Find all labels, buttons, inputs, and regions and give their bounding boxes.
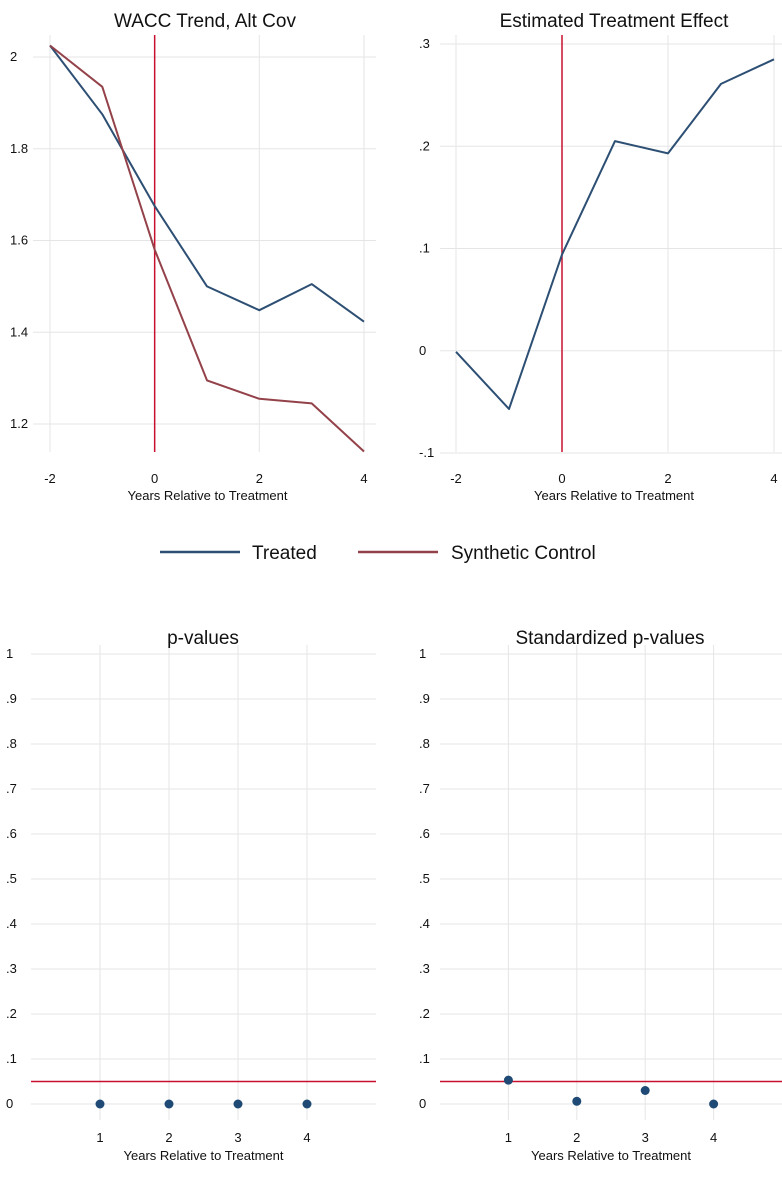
x-tick-label: 1 [505, 1130, 512, 1145]
x-axis-label: Years Relative to Treatment [534, 488, 694, 503]
x-tick-label: 2 [256, 471, 263, 486]
panel-wacc-trend: 1.2 1.4 1.6 1.8 2 -2 0 2 4 WACC Trend, Alt Cov Yea… [10, 11, 376, 503]
x-axis-label: Years Relative to Treatment [128, 488, 288, 503]
y-tick-label: .7 [419, 781, 430, 796]
legend-label-synthetic-control: Synthetic Control [451, 543, 596, 564]
y-tick-label: .2 [419, 138, 430, 153]
y-tick-label: .8 [6, 736, 17, 751]
panel-treatment-effect: -.1 0 .1 .2 .3 -2 0 2 4 Estimated Treatment Effec… [419, 11, 782, 503]
y-tick-label: .1 [419, 241, 430, 256]
data-point [503, 1075, 513, 1085]
y-tick-label: 1 [419, 646, 426, 661]
y-tick-label: .3 [419, 36, 430, 51]
x-tick-label: 2 [573, 1130, 580, 1145]
panel-p-values: 0 .1 .2 .3 .4 .5 .6 .7 .8 .9 1 1 2 3 4 p-values Years Re… [6, 628, 376, 1163]
y-tick-label: -.1 [419, 445, 434, 460]
y-tick-label: 1 [6, 646, 13, 661]
y-tick-label: .2 [419, 1006, 430, 1021]
series-line-synthetic-control [49, 44, 365, 453]
y-tick-label: .9 [419, 691, 430, 706]
y-tick-label: .9 [6, 691, 17, 706]
chart-title: Standardized p-values [515, 628, 704, 649]
x-tick-label: 4 [710, 1130, 717, 1145]
x-tick-label: 2 [664, 471, 671, 486]
x-tick-label: 4 [303, 1130, 310, 1145]
data-point [572, 1096, 582, 1106]
x-tick-label: 3 [642, 1130, 649, 1145]
y-tick-label: .6 [419, 826, 430, 841]
y-tick-label: 0 [419, 343, 426, 358]
legend: Treated Synthetic Control [160, 543, 596, 564]
y-tick-label: .7 [6, 781, 17, 796]
y-tick-label: .5 [6, 871, 17, 886]
legend-label-treated: Treated [252, 543, 317, 564]
series-line-effect [455, 58, 775, 410]
chart-title: p-values [167, 628, 239, 649]
x-axis-label: Years Relative to Treatment [124, 1148, 284, 1163]
y-tick-label: .5 [419, 871, 430, 886]
y-tick-label: 1.4 [10, 324, 28, 339]
y-tick-label: .4 [6, 916, 17, 931]
x-tick-label: -2 [450, 471, 462, 486]
y-tick-label: 2 [10, 49, 17, 64]
y-tick-label: 0 [419, 1096, 426, 1111]
y-tick-label: 0 [6, 1096, 13, 1111]
y-tick-label: .1 [419, 1051, 430, 1066]
x-tick-label: 1 [96, 1130, 103, 1145]
x-tick-label: 2 [165, 1130, 172, 1145]
x-axis-label: Years Relative to Treatment [531, 1148, 691, 1163]
data-point [302, 1099, 312, 1109]
y-tick-label: 1.2 [10, 416, 28, 431]
chart-title: Estimated Treatment Effect [500, 11, 730, 32]
y-tick-label: .3 [419, 961, 430, 976]
y-tick-label: 1.8 [10, 141, 28, 156]
y-tick-label: .6 [6, 826, 17, 841]
data-point [164, 1099, 174, 1109]
data-point [95, 1099, 105, 1109]
y-tick-label: 1.6 [10, 233, 28, 248]
x-tick-label: 4 [360, 471, 367, 486]
panel-standardized-p-values: 0 .1 .2 .3 .4 .5 .6 .7 .8 .9 1 1 2 3 4 Standardized p-v… [419, 628, 782, 1163]
data-point [640, 1086, 650, 1095]
series-line-treated [49, 44, 365, 323]
x-tick-label: 0 [558, 471, 565, 486]
x-tick-label: 3 [234, 1130, 241, 1145]
y-tick-label: .4 [419, 916, 430, 931]
data-point [233, 1099, 243, 1109]
x-tick-label: -2 [44, 471, 56, 486]
data-point [709, 1099, 719, 1109]
x-tick-label: 0 [151, 471, 158, 486]
chart-title: WACC Trend, Alt Cov [114, 11, 296, 32]
y-tick-label: .1 [6, 1051, 17, 1066]
x-tick-label: 4 [770, 471, 777, 486]
y-tick-label: .3 [6, 961, 17, 976]
y-tick-label: .2 [6, 1006, 17, 1021]
y-tick-label: .8 [419, 736, 430, 751]
